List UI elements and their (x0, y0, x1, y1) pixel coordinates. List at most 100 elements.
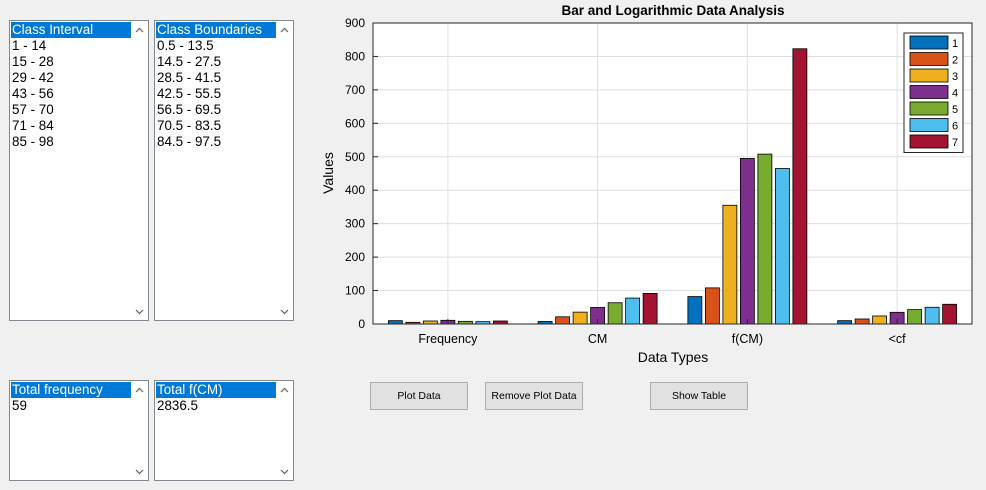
bar-series-7-<cf (942, 303, 958, 325)
y-tick-label: 700 (345, 83, 365, 97)
scroll-down-icon[interactable] (277, 464, 292, 479)
legend-swatch (909, 52, 949, 66)
total-frequency-items: Total frequency 59 (11, 382, 131, 479)
y-tick-label: 900 (345, 16, 365, 30)
bar-series-3-<cf (872, 315, 888, 325)
bar-chart: Bar and Logarithmic Data Analysis 010020… (320, 3, 973, 365)
legend-label: 6 (952, 121, 958, 133)
legend-label: 3 (952, 71, 958, 83)
legend-swatch (909, 118, 949, 132)
list-item[interactable]: 84.5 - 97.5 (157, 134, 222, 149)
list-item[interactable]: 15 - 28 (12, 54, 54, 69)
scroll-up-icon[interactable] (277, 22, 292, 37)
legend-swatch (909, 68, 949, 83)
list-item[interactable]: Class Interval (11, 22, 131, 38)
x-tick-label: Frequency (418, 332, 478, 346)
bar-series-6-<cf (924, 306, 940, 325)
legend-swatch (909, 101, 949, 116)
legend-label: 2 (952, 55, 958, 67)
x-axis-label: Data Types (638, 349, 709, 365)
y-axis-label: Values (320, 152, 336, 194)
legend-label: 7 (952, 137, 958, 149)
y-tick-label: 200 (345, 250, 365, 264)
bar-series-2-CM (555, 316, 571, 325)
bar-series-2-f(CM) (704, 287, 720, 325)
legend-swatch (909, 134, 949, 149)
plot-area (373, 23, 972, 324)
total-fcm-items: Total f(CM) 2836.5 (156, 382, 276, 479)
class-interval-items: Class Interval 1 - 14 15 - 28 29 - 42 43… (11, 22, 131, 319)
scroll-down-icon[interactable] (132, 304, 147, 319)
scroll-up-icon[interactable] (132, 22, 147, 37)
x-tick-label: f(CM) (732, 332, 763, 346)
legend-label: 5 (952, 104, 958, 116)
y-tick-label: 600 (345, 116, 365, 130)
grid-lines (373, 23, 972, 324)
total-frequency-listbox[interactable]: Total frequency 59 (9, 380, 149, 481)
y-tick-label: 100 (345, 284, 365, 298)
bar-series-2-<cf (854, 318, 870, 325)
bar-series-6-f(CM) (774, 168, 790, 325)
list-item[interactable]: 0.5 - 13.5 (157, 38, 214, 53)
list-item[interactable]: 70.5 - 83.5 (157, 118, 222, 133)
scroll-up-icon[interactable] (132, 382, 147, 397)
class-interval-listbox[interactable]: Class Interval 1 - 14 15 - 28 29 - 42 43… (9, 20, 149, 321)
bar-series-1-f(CM) (687, 296, 703, 325)
legend-label: 1 (952, 38, 958, 50)
plot-border (372, 22, 973, 325)
list-item[interactable]: Total f(CM) (156, 382, 276, 398)
vertical-scrollbar[interactable] (132, 382, 147, 479)
total-fcm-listbox[interactable]: Total f(CM) 2836.5 (154, 380, 294, 481)
y-tick-label: 300 (345, 217, 365, 231)
y-tick-label: 800 (345, 49, 365, 63)
bar-series-1-Frequency (387, 320, 403, 325)
bar-series-7-f(CM) (792, 48, 808, 325)
legend-swatch (909, 85, 949, 99)
list-item[interactable]: 85 - 98 (12, 134, 54, 149)
list-item[interactable]: 14.5 - 27.5 (157, 54, 222, 69)
bar-series-4-f(CM) (739, 158, 755, 325)
show-table-button[interactable]: Show Table (650, 382, 748, 410)
chart-title: Bar and Logarithmic Data Analysis (561, 3, 784, 18)
vertical-scrollbar[interactable] (277, 22, 292, 319)
bar-series-3-CM (572, 311, 588, 325)
y-tick-label: 500 (345, 150, 365, 164)
list-item[interactable]: 29 - 42 (12, 70, 54, 85)
list-item[interactable]: 71 - 84 (12, 118, 54, 133)
list-item[interactable]: 56.5 - 69.5 (157, 102, 222, 117)
x-tick-label: CM (588, 332, 607, 346)
plot-data-button[interactable]: Plot Data (370, 382, 468, 410)
legend-swatch (909, 35, 949, 50)
scroll-down-icon[interactable] (277, 304, 292, 319)
list-item[interactable]: 2836.5 (157, 398, 198, 413)
list-item[interactable]: 57 - 70 (12, 102, 54, 117)
bar-series-5-<cf (907, 309, 923, 325)
list-item[interactable]: Class Boundaries (156, 22, 276, 38)
list-item[interactable]: Total frequency (11, 382, 131, 398)
class-boundaries-items: Class Boundaries 0.5 - 13.5 14.5 - 27.5 … (156, 22, 276, 319)
remove-plot-data-button[interactable]: Remove Plot Data (485, 382, 583, 410)
y-tick-label: 400 (345, 183, 365, 197)
list-item[interactable]: 1 - 14 (12, 38, 47, 53)
list-item[interactable]: 28.5 - 41.5 (157, 70, 222, 85)
bar-series-7-CM (642, 292, 658, 325)
legend: 1 2 3 4 5 6 7 (903, 32, 964, 153)
vertical-scrollbar[interactable] (277, 382, 292, 479)
list-item[interactable]: 42.5 - 55.5 (157, 86, 222, 101)
x-axis-ticks: Frequency CM f(CM) <cf (418, 319, 906, 346)
scroll-down-icon[interactable] (132, 464, 147, 479)
vertical-scrollbar[interactable] (132, 22, 147, 319)
bar-series-5-f(CM) (757, 153, 773, 325)
bar-series-5-CM (607, 302, 623, 325)
y-tick-label: 0 (358, 317, 365, 331)
bar-series-6-CM (625, 297, 641, 325)
class-boundaries-listbox[interactable]: Class Boundaries 0.5 - 13.5 14.5 - 27.5 … (154, 20, 294, 321)
x-tick-label: <cf (889, 332, 907, 346)
y-axis-ticks: 0 100 200 300 400 500 600 700 800 900 (345, 16, 378, 331)
bar-series-3-f(CM) (722, 204, 738, 325)
list-item[interactable]: 59 (12, 398, 27, 413)
legend-label: 4 (952, 88, 958, 100)
bar-series-1-<cf (837, 320, 853, 325)
list-item[interactable]: 43 - 56 (12, 86, 54, 101)
scroll-up-icon[interactable] (277, 382, 292, 397)
